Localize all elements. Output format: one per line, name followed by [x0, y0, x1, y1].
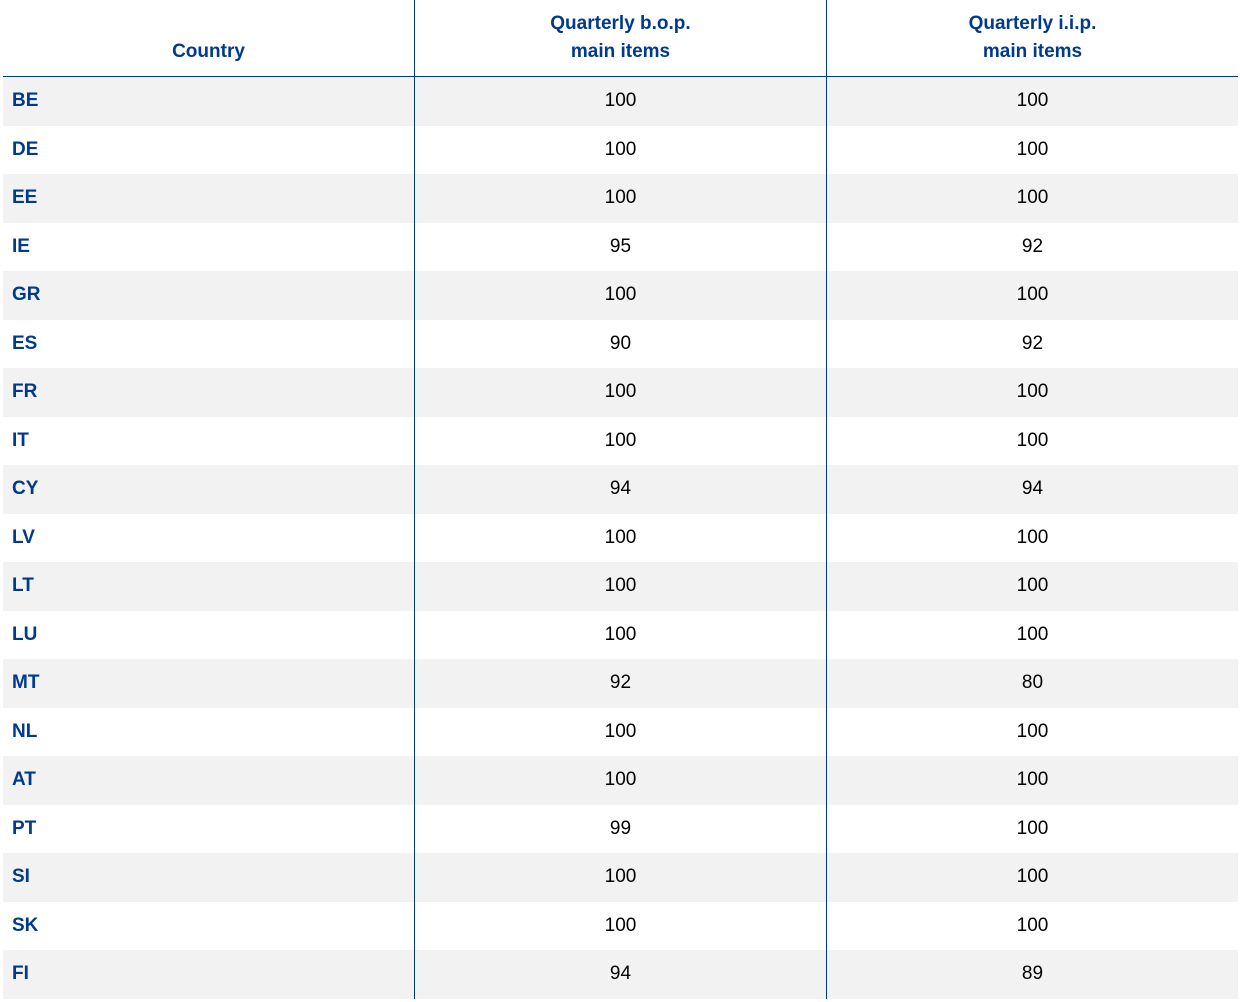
- bop-cell: 100: [414, 77, 826, 126]
- country-cell: FI: [12, 963, 29, 985]
- coverage-table: Country Quarterly b.o.p. main items Quart…: [3, 0, 1238, 999]
- iip-cell: 100: [826, 804, 1238, 853]
- country-cell: EE: [12, 187, 38, 209]
- bop-cell: 99: [414, 804, 826, 853]
- bop-cell: 100: [414, 707, 826, 756]
- table-row: SI 100 100: [3, 853, 1238, 902]
- bop-cell: 94: [414, 465, 826, 514]
- country-cell: GR: [12, 284, 41, 306]
- country-cell: CY: [12, 478, 39, 500]
- bop-cell: 100: [414, 125, 826, 174]
- table-row: GR 100 100: [3, 271, 1238, 320]
- table-row: AT 100 100: [3, 756, 1238, 805]
- table-row: DE 100 100: [3, 125, 1238, 174]
- iip-cell: 80: [826, 659, 1238, 708]
- iip-cell: 100: [826, 610, 1238, 659]
- country-cell: ES: [12, 332, 38, 354]
- bop-cell: 100: [414, 901, 826, 950]
- iip-cell: 94: [826, 465, 1238, 514]
- iip-cell: 100: [826, 901, 1238, 950]
- country-cell: SI: [12, 866, 30, 888]
- iip-cell: 89: [826, 950, 1238, 999]
- country-cell: IE: [12, 235, 30, 257]
- bop-cell: 100: [414, 174, 826, 223]
- iip-cell: 100: [826, 77, 1238, 126]
- bop-cell: 92: [414, 659, 826, 708]
- table-row: IT 100 100: [3, 416, 1238, 465]
- table-row: CY 94 94: [3, 465, 1238, 514]
- header-iip: Quarterly i.i.p. main items: [826, 0, 1238, 76]
- bop-cell: 100: [414, 756, 826, 805]
- table-row: IE 95 92: [3, 222, 1238, 271]
- bop-cell: 100: [414, 610, 826, 659]
- iip-cell: 100: [826, 125, 1238, 174]
- country-cell: DE: [12, 138, 39, 160]
- iip-cell: 100: [826, 562, 1238, 611]
- table-row: EE 100 100: [3, 174, 1238, 223]
- country-cell: PT: [12, 817, 37, 839]
- table-row: BE 100 100: [3, 77, 1238, 126]
- iip-cell: 92: [826, 319, 1238, 368]
- table-row: FR 100 100: [3, 368, 1238, 417]
- country-cell: FR: [12, 381, 38, 403]
- table-row: PT 99 100: [3, 804, 1238, 853]
- country-cell: IT: [12, 429, 29, 451]
- table-row: SK 100 100: [3, 901, 1238, 950]
- bop-cell: 100: [414, 416, 826, 465]
- iip-cell: 100: [826, 707, 1238, 756]
- table-body: BE 100 100 DE 100 100 EE 100 100 IE 95 92 GR 100 100 ES…: [3, 77, 1238, 999]
- bop-cell: 100: [414, 853, 826, 902]
- table-row: NL 100 100: [3, 707, 1238, 756]
- iip-cell: 92: [826, 222, 1238, 271]
- table-row: FI 94 89: [3, 950, 1238, 999]
- country-cell: LT: [12, 575, 34, 597]
- bop-cell: 95: [414, 222, 826, 271]
- bop-cell: 94: [414, 950, 826, 999]
- header-country: Country: [3, 0, 414, 76]
- iip-cell: 100: [826, 368, 1238, 417]
- bop-cell: 100: [414, 562, 826, 611]
- table-row: ES 90 92: [3, 319, 1238, 368]
- country-cell: SK: [12, 914, 39, 936]
- table-header: Country Quarterly b.o.p. main items Quart…: [3, 0, 1238, 77]
- bop-cell: 90: [414, 319, 826, 368]
- country-cell: LV: [12, 526, 35, 548]
- header-bop: Quarterly b.o.p. main items: [414, 0, 826, 76]
- country-cell: NL: [12, 720, 38, 742]
- header-label: Quarterly b.o.p. main items: [550, 13, 691, 62]
- country-cell: BE: [12, 90, 39, 112]
- iip-cell: 100: [826, 853, 1238, 902]
- bop-cell: 100: [414, 513, 826, 562]
- iip-cell: 100: [826, 756, 1238, 805]
- country-cell: MT: [12, 672, 40, 694]
- iip-cell: 100: [826, 416, 1238, 465]
- table-row: LV 100 100: [3, 513, 1238, 562]
- country-cell: AT: [12, 769, 36, 791]
- bop-cell: 100: [414, 271, 826, 320]
- header-label: Country: [172, 41, 245, 62]
- iip-cell: 100: [826, 513, 1238, 562]
- iip-cell: 100: [826, 174, 1238, 223]
- country-cell: LU: [12, 623, 38, 645]
- table-row: MT 92 80: [3, 659, 1238, 708]
- header-label: Quarterly i.i.p. main items: [968, 13, 1097, 62]
- table-row: LU 100 100: [3, 610, 1238, 659]
- table-row: LT 100 100: [3, 562, 1238, 611]
- iip-cell: 100: [826, 271, 1238, 320]
- bop-cell: 100: [414, 368, 826, 417]
